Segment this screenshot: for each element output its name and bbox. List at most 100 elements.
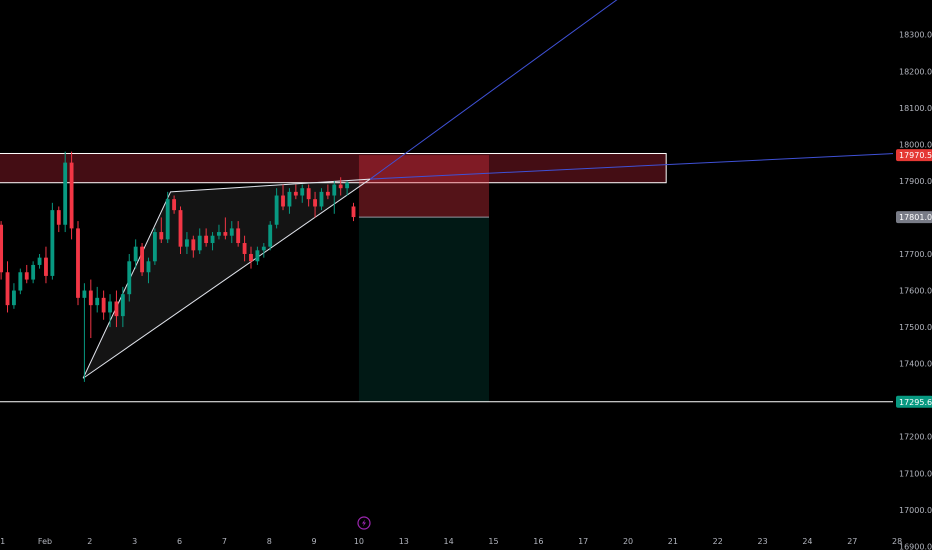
- candle-body: [210, 235, 215, 244]
- time-tick-label: 23: [758, 537, 768, 546]
- time-tick-label: 3: [132, 537, 137, 546]
- time-tick-label: 7: [222, 537, 227, 546]
- candlestick-series: [0, 151, 356, 382]
- candle-body: [5, 272, 10, 306]
- trend-line-1[interactable]: [369, 0, 619, 180]
- candle-body: [281, 195, 285, 207]
- time-tick-label: Feb: [38, 537, 52, 546]
- price-tick-label: 17100.00: [899, 469, 932, 478]
- candle-body: [101, 297, 106, 313]
- candle-body: [146, 261, 151, 273]
- drawing-zones: [0, 152, 667, 402]
- candle-body: [217, 232, 221, 236]
- time-tick-label: 20: [623, 537, 633, 546]
- candle-body: [274, 195, 279, 225]
- candle-body: [229, 228, 234, 236]
- candle-body: [313, 199, 317, 207]
- lightning-icon[interactable]: [357, 516, 371, 530]
- short-position-stop-zone[interactable]: [358, 155, 490, 218]
- price-tag-label: 17295.60: [899, 398, 932, 407]
- price-tick-label: 18200.00: [899, 67, 932, 76]
- candle-body: [223, 232, 228, 236]
- candle-body: [338, 184, 343, 189]
- candle-body: [345, 182, 350, 189]
- price-tick-label: 17400.00: [899, 360, 932, 369]
- candle-body: [24, 272, 29, 280]
- candle-body: [114, 301, 119, 317]
- candle-body: [95, 297, 100, 306]
- time-tick-label: 17: [578, 537, 588, 546]
- candle-body: [332, 184, 337, 196]
- price-tick-label: 18100.00: [899, 104, 932, 113]
- time-tick-label: 10: [354, 537, 364, 546]
- price-axis[interactable]: 18300.00 18200.00 18100.00 18000.00 17900.00…: [893, 0, 932, 550]
- candle-body: [319, 191, 324, 207]
- candle-body: [108, 301, 112, 313]
- candle-body: [44, 257, 48, 276]
- time-tick-label: 24: [802, 537, 812, 546]
- time-tick-label: 27: [847, 537, 857, 546]
- price-tick-label: 17000.00: [899, 506, 932, 515]
- candle-body: [76, 228, 80, 298]
- price-tag-badge: [896, 149, 932, 162]
- price-tag-badge: [896, 211, 932, 224]
- time-tick-label: 13: [399, 537, 409, 546]
- price-tick-label: 17500.00: [899, 323, 932, 332]
- price-tick-label: 18000.00: [899, 140, 932, 149]
- candle-body: [18, 272, 23, 291]
- resistance-zone[interactable]: [0, 152, 667, 184]
- time-tick-label: 21: [668, 537, 678, 546]
- price-tick-label: 18300.00: [899, 31, 932, 40]
- candle-body: [50, 210, 55, 276]
- candle-body: [287, 191, 292, 207]
- time-tick-label: 31: [0, 537, 5, 546]
- price-tag-label: 17970.55: [899, 151, 932, 160]
- price-tick-label: 17900.00: [899, 177, 932, 186]
- time-tick-label: 15: [488, 537, 498, 546]
- price-tick-label: 16900.00: [899, 542, 932, 550]
- candle-body: [300, 188, 305, 196]
- price-tick-label: 17600.00: [899, 287, 932, 296]
- price-tag-label: 17801.00: [899, 213, 932, 222]
- time-tick-label: 16: [533, 537, 543, 546]
- candle-body: [325, 191, 330, 196]
- candle-body: [261, 246, 266, 251]
- candle-body: [37, 257, 42, 265]
- time-tick-label: 2: [87, 537, 92, 546]
- candle-body: [178, 210, 183, 247]
- price-tick-label: 17700.00: [899, 250, 932, 259]
- candle-body: [184, 239, 189, 247]
- time-tick-label: 28: [892, 537, 902, 546]
- time-tick-label: 14: [444, 537, 454, 546]
- price-tick-label: 17200.00: [899, 433, 932, 442]
- time-axis[interactable]: 31Feb23678910131415161720212223242728: [0, 537, 902, 546]
- candle-body: [191, 239, 196, 251]
- candle-body: [159, 232, 164, 240]
- candle-body: [31, 264, 36, 280]
- candle-body: [197, 235, 202, 251]
- candle-body: [351, 206, 356, 218]
- candle-body: [120, 294, 125, 317]
- candle-body: [152, 232, 157, 262]
- candle-body: [133, 246, 138, 262]
- time-tick-label: 22: [713, 537, 723, 546]
- candle-body: [268, 224, 273, 247]
- candle-body: [0, 224, 4, 273]
- candle-body: [82, 290, 87, 298]
- price-tags: 17970.55 17801.00 17295.60: [896, 149, 932, 408]
- price-axis-background: [893, 0, 932, 550]
- candle-body: [204, 235, 209, 244]
- candle-body: [236, 228, 241, 244]
- candle-body: [172, 199, 177, 211]
- time-tick-label: 9: [312, 537, 317, 546]
- time-tick-label: 6: [177, 537, 182, 546]
- short-position-target-zone[interactable]: [358, 217, 490, 402]
- candle-body: [140, 246, 144, 273]
- rising-wedge-upper-line[interactable]: [82, 178, 371, 379]
- rising-wedge-lower-line[interactable]: [82, 178, 371, 379]
- candle-body: [56, 210, 61, 225]
- candle-body: [63, 162, 68, 225]
- trend-line-2[interactable]: [370, 151, 932, 180]
